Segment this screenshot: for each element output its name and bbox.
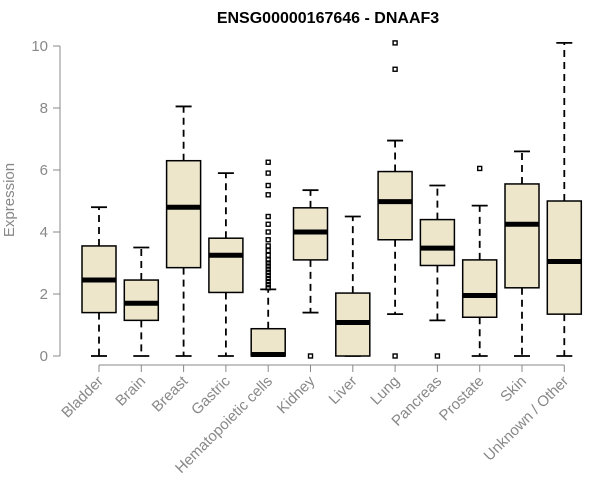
iqr-box (208, 237, 244, 294)
outlier-point (265, 269, 271, 275)
x-tick-label: Bladder (58, 373, 107, 422)
outlier-point (265, 275, 271, 282)
outlier-point (434, 353, 441, 359)
outlier-point (265, 170, 271, 176)
outlier-point (265, 192, 271, 198)
boxes-group (81, 40, 583, 359)
outlier-point (265, 221, 271, 227)
outlier-point (265, 159, 271, 165)
outlier-point (265, 247, 271, 254)
outlier-point (265, 229, 271, 235)
iqr-box (377, 170, 413, 241)
x-tick-label: Liver (326, 373, 361, 408)
y-axis-label: Expression (1, 163, 18, 237)
box-skin (504, 150, 540, 357)
outlier-point (392, 40, 398, 46)
outlier-point (392, 66, 398, 72)
y-axis: 0 2 4 6 8 10 (31, 38, 61, 365)
iqr-box (546, 200, 583, 315)
outlier-point (265, 278, 271, 285)
y-tick-label: 8 (40, 100, 48, 117)
box-pancreas (419, 184, 456, 359)
y-tick-label: 2 (40, 286, 48, 303)
outlier-point (265, 243, 271, 249)
outlier-point (477, 165, 483, 172)
y-tick-label: 0 (40, 348, 48, 365)
box-breast (165, 105, 202, 357)
outlier-point (265, 263, 271, 269)
box-lung (377, 40, 413, 359)
outlier-point (265, 213, 271, 220)
iqr-box (419, 218, 456, 267)
x-tick-label: Kidney (274, 372, 319, 417)
chart-title: ENSG00000167646 - DNAAF3 (217, 10, 439, 27)
box-unknown-other (546, 42, 583, 357)
iqr-box (504, 183, 540, 289)
box-hematopoietic-cells (250, 159, 286, 357)
x-tick-label: Brain (112, 373, 149, 410)
y-tick-label: 4 (40, 224, 48, 241)
outlier-point (392, 353, 398, 359)
x-tick-label: Prostate (436, 373, 488, 425)
x-tick-label: Breast (149, 372, 192, 415)
outlier-point (265, 272, 271, 279)
box-prostate (461, 165, 498, 357)
y-tick-label: 6 (40, 162, 48, 179)
iqr-box (250, 327, 286, 357)
box-gastric (208, 172, 244, 357)
outlier-point (265, 260, 271, 266)
outlier-point (265, 282, 271, 288)
iqr-box (461, 259, 498, 318)
y-tick-label: 10 (31, 38, 48, 55)
box-brain (123, 246, 160, 357)
iqr-box (165, 159, 202, 269)
box-kidney (292, 189, 329, 359)
outlier-point (265, 257, 271, 263)
iqr-box (123, 279, 160, 322)
outlier-point (265, 252, 271, 258)
box-bladder (81, 206, 117, 357)
outlier-point (307, 353, 314, 359)
box-liver (335, 215, 371, 357)
outlier-point (265, 266, 271, 272)
outlier-point (265, 285, 271, 291)
outlier-point (265, 237, 271, 243)
outlier-point (265, 182, 271, 189)
x-tick-label: Lung (367, 373, 403, 409)
x-tick-label: Skin (497, 373, 530, 406)
